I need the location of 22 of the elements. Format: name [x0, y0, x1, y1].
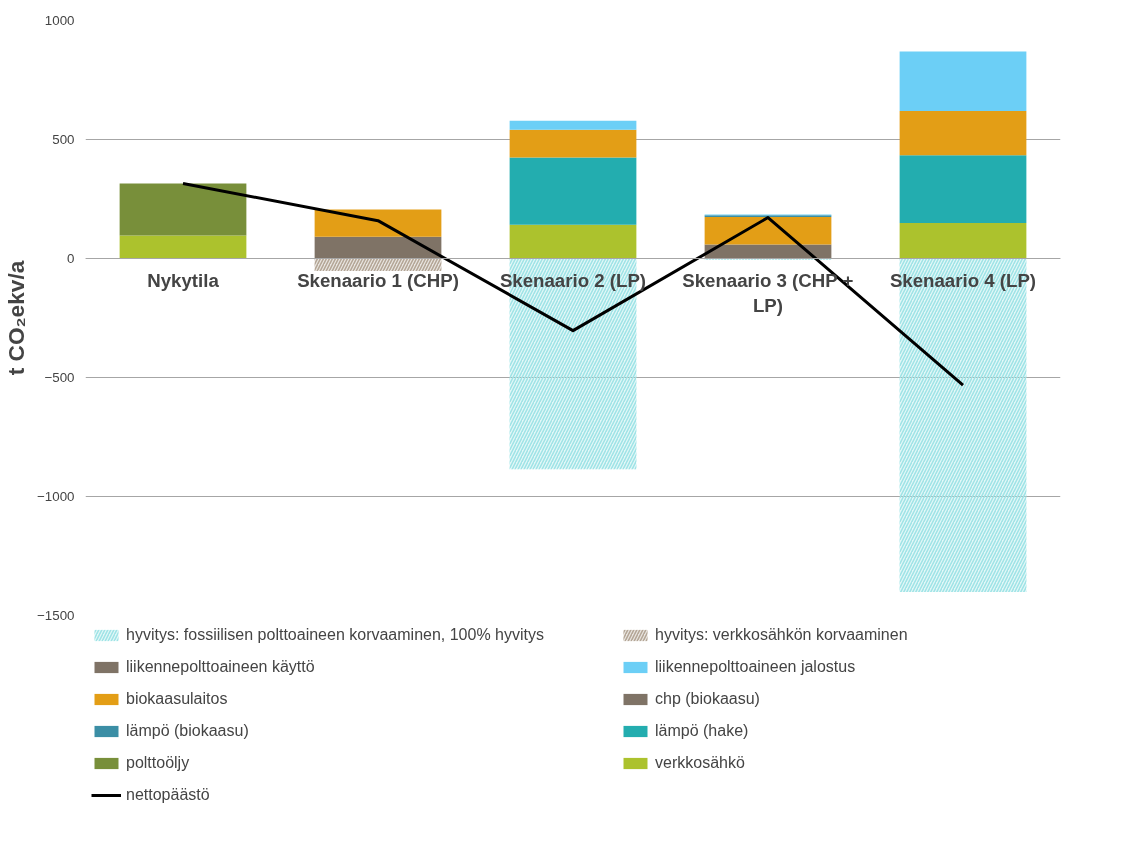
legend-label: lämpö (hake): [655, 722, 750, 740]
y-tick-label: 1000: [44, 13, 75, 28]
legend-label: hyvitys: verkkosähkön korvaaminen: [655, 626, 909, 644]
legend-label: verkkosähkö: [655, 754, 746, 772]
legend-label: lämpö (biokaasu): [126, 722, 250, 740]
legend-label: liikennepolttoaineen käyttö: [126, 658, 316, 676]
x-tick-label: Skenaario 4 (LP): [889, 269, 1037, 291]
x-tick-label: Nykytila: [147, 269, 220, 291]
y-tick-label: −1000: [37, 489, 75, 504]
y-axis-title: t CO₂ekv/a: [3, 260, 30, 376]
y-tick-label: −500: [44, 370, 75, 385]
legend-label: nettopäästö: [126, 786, 211, 804]
y-tick-label: −1500: [37, 608, 75, 623]
legend-label: polttoöljy: [126, 754, 191, 772]
x-tick-label: Skenaario 1 (CHP): [297, 269, 459, 291]
legend-label: hyvitys: fossiilisen polttoaineen korvaaminen, 100% hyvitys: [126, 626, 545, 644]
legend-label: chp (biokaasu): [655, 690, 761, 708]
legend-label: biokaasulaitos: [126, 690, 229, 708]
y-tick-label: 500: [52, 132, 75, 147]
x-tick-label: Skenaario 2 (LP): [499, 269, 647, 291]
y-tick-label: 0: [67, 251, 75, 266]
legend-label: liikennepolttoaineen jalostus: [655, 658, 857, 676]
